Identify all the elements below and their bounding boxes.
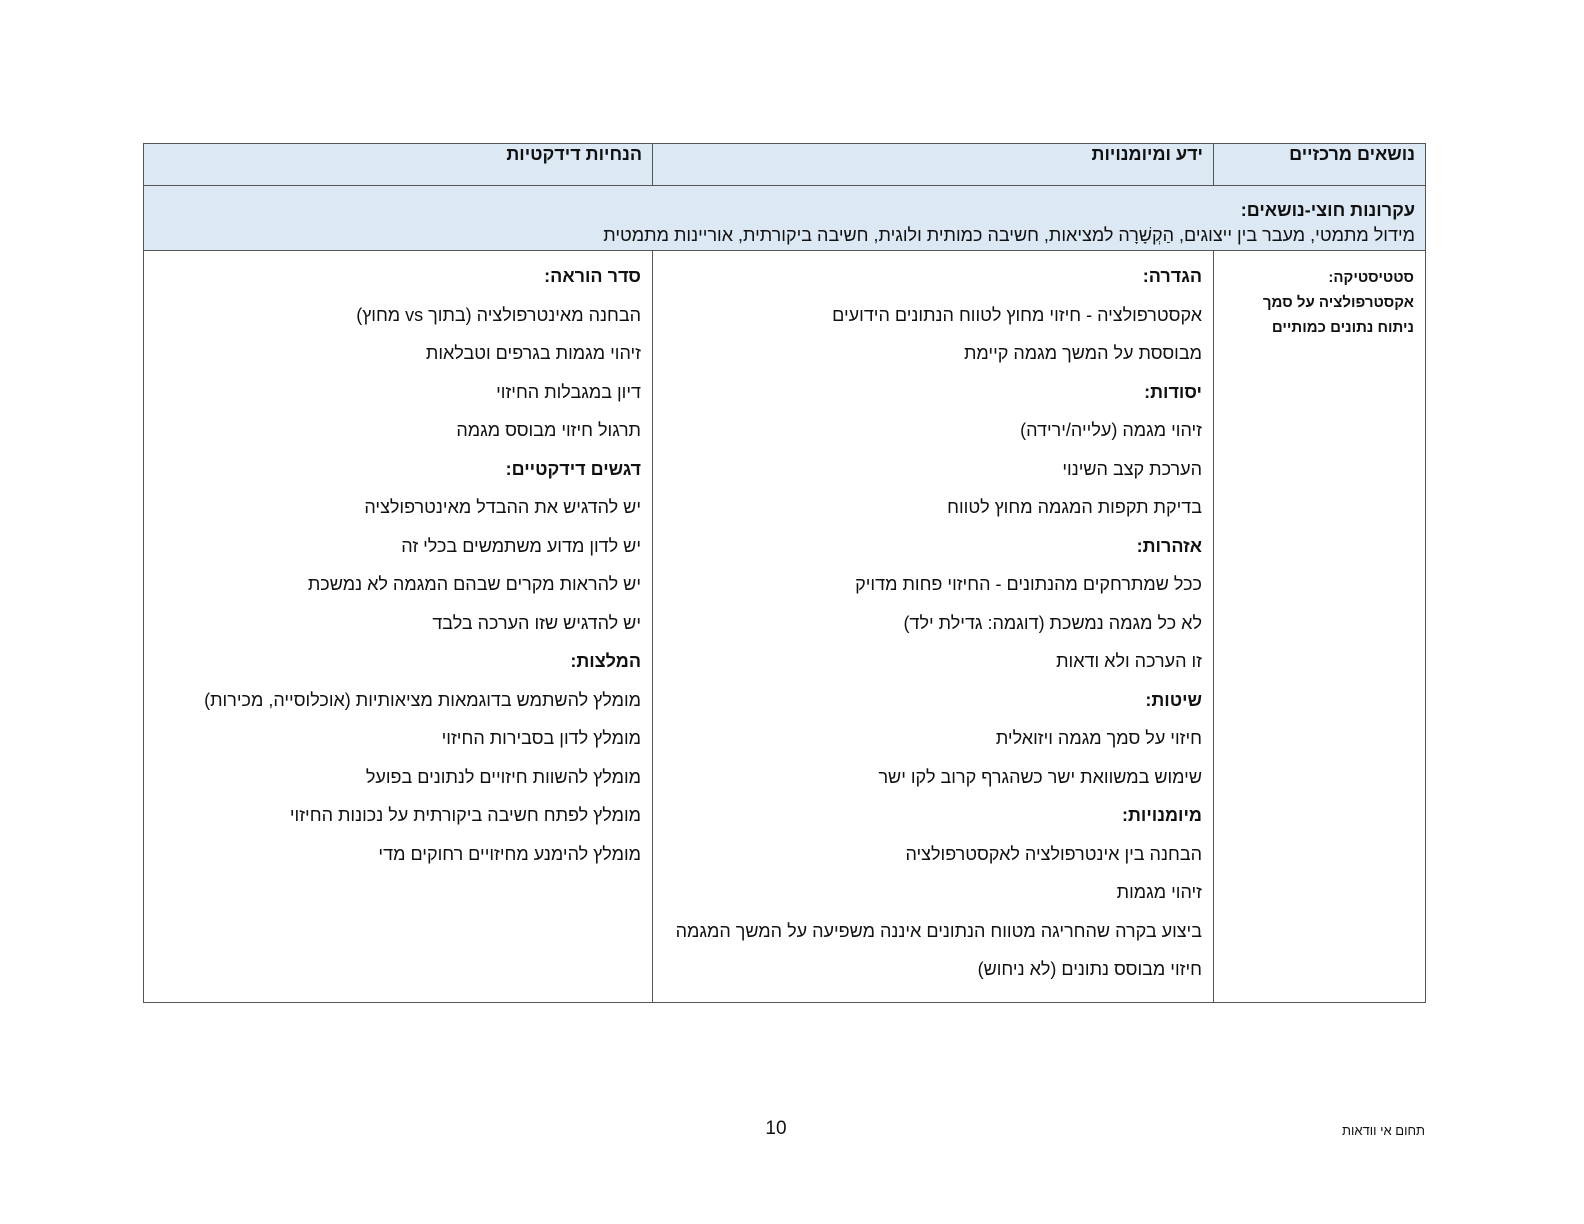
list-item: הערכת קצב השינוי — [1062, 458, 1202, 479]
page-number: 10 — [765, 1118, 787, 1139]
list-item: זיהוי מגמות בגרפים וטבלאות — [425, 343, 641, 363]
cross-topic-cell: עקרונות חוצי-נושאים: מידול מתמטי, מעבר ב… — [143, 185, 1426, 251]
topic-line: סטטיסטיקה: — [1328, 269, 1414, 286]
section-heading: אזהרות: — [1136, 535, 1202, 556]
section-heading: הגדרה: — [1142, 266, 1202, 286]
list-item: מומלץ לדון בסבירות החיזוי — [441, 728, 641, 748]
cross-topic-row: עקרונות חוצי-נושאים: מידול מתמטי, מעבר ב… — [143, 185, 1426, 251]
cross-topic-text: מידול מתמטי, מעבר בין ייצוגים, הַקְשָׁרָ… — [603, 225, 1415, 245]
column-header: הנחיות דידקטיות — [143, 143, 653, 186]
list-item: מומלץ להשתמש בדוגמאות מציאותיות (אוכלוסי… — [204, 689, 641, 710]
topic-line: ניתוח נתונים כמותיים — [1271, 319, 1414, 336]
list-item: לא כל מגמה נמשכת (דוגמה: גדילת ילד) — [903, 612, 1202, 633]
topic-cell: סטטיסטיקה: אקסטרפולציה על סמך ניתוח נתונים… — [1213, 250, 1426, 1003]
list-item: שימוש במשוואת ישר כשהגרף קרוב לקו ישר — [878, 766, 1202, 787]
cross-topic-title: עקרונות חוצי-נושאים: — [1240, 200, 1415, 220]
header-row: נושאים מרכזיים ידע ומיומנויות הנחיות דיד… — [143, 143, 1426, 186]
footer-label: תחום אי וודאות — [1342, 1123, 1425, 1138]
list-item: דיון במגבלות החיזוי — [496, 381, 641, 402]
list-item: מומלץ להימנע מחיזויים רחוקים מדי — [378, 843, 641, 864]
list-item: זיהוי מגמה (עלייה/ירידה) — [1020, 420, 1202, 440]
list-item: יש להראות מקרים שבהם המגמה לא נמשכת — [307, 574, 641, 594]
list-item: זו הערכה ולא ודאות — [1056, 651, 1202, 671]
didactics-cell: סדר הוראה: הבחנה מאינטרפולציה (בתוך vs מח… — [143, 250, 653, 1003]
list-item: מומלץ לפתח חשיבה ביקורתית על נכונות החיז… — [289, 805, 641, 825]
column-header: נושאים מרכזיים — [1213, 143, 1426, 186]
list-item: ככל שמתרחקים מהנתונים - החיזוי פחות מדוי… — [855, 574, 1202, 594]
section-heading: שיטות: — [1145, 689, 1202, 710]
knowledge-cell: הגדרה: אקסטרפולציה - חיזוי מחוץ לטווח הנת… — [652, 250, 1214, 1003]
column-header: ידע ומיומנויות — [652, 143, 1214, 186]
list-item: תרגול חיזוי מבוסס מגמה — [456, 420, 641, 440]
section-heading: דגשים דידקטיים: — [505, 458, 641, 479]
section-heading: המלצות: — [570, 651, 641, 671]
content-table: נושאים מרכזיים ידע ומיומנויות הנחיות דיד… — [143, 143, 1426, 1003]
list-item: יש להדגיש את ההבדל מאינטרפולציה — [364, 497, 641, 517]
list-item: הבחנה מאינטרפולציה (בתוך vs מחוץ) — [356, 304, 641, 325]
list-item: יש לדון מדוע משתמשים בכלי זה — [401, 535, 641, 556]
list-item: מומלץ להשוות חיזויים לנתונים בפועל — [365, 766, 641, 787]
list-item: חיזוי על סמך מגמה ויזואלית — [995, 728, 1202, 748]
list-item: מבוססת על המשך מגמה קיימת — [963, 343, 1202, 363]
section-heading: מיומנויות: — [1122, 805, 1202, 825]
list-item: חיזוי מבוסס נתונים (לא ניחוש) — [977, 959, 1202, 979]
section-heading: סדר הוראה: — [544, 266, 641, 286]
list-item: אקסטרפולציה - חיזוי מחוץ לטווח הנתונים ה… — [832, 304, 1202, 325]
list-item: הבחנה בין אינטרפולציה לאקסטרפולציה — [905, 843, 1202, 864]
list-item: ביצוע בקרה שהחריגה מטווח הנתונים איננה מ… — [675, 920, 1202, 941]
list-item: זיהוי מגמות — [1116, 882, 1202, 902]
content-row: סטטיסטיקה: אקסטרפולציה על סמך ניתוח נתונים… — [143, 250, 1426, 1003]
topic-line: אקסטרפולציה על סמך — [1262, 294, 1414, 311]
list-item: בדיקת תקפות המגמה מחוץ לטווח — [947, 497, 1202, 517]
list-item: יש להדגיש שזו הערכה בלבד — [432, 612, 641, 633]
section-heading: יסודות: — [1144, 381, 1202, 402]
